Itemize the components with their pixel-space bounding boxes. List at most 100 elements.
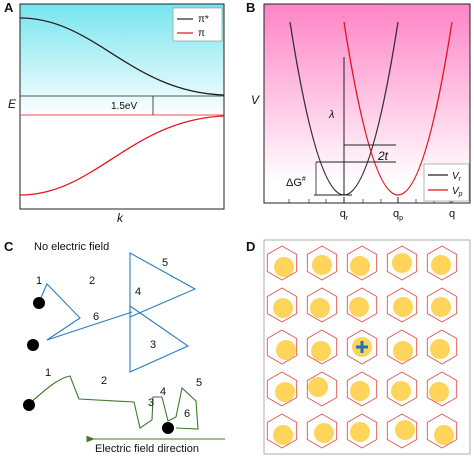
top-end-dot <box>27 339 39 351</box>
panel-d-lattice: D <box>246 239 471 455</box>
panel-c-title: No electric field <box>34 241 109 253</box>
bottom-end-dot <box>162 422 174 434</box>
charge-site-circle <box>274 257 294 277</box>
panel-a-label: A <box>4 0 14 15</box>
2t-label: 2t <box>377 149 389 163</box>
legend-pi-label: π <box>198 28 205 39</box>
panel-b-potential-diagram: B λ 2t ΔG# V qr qp q Vr Vp <box>246 0 471 222</box>
panel-c-label: C <box>4 239 14 254</box>
bottom-triangle-path <box>129 304 190 373</box>
charge-site-circle <box>391 381 411 401</box>
pi-band-curve <box>19 115 225 196</box>
lattice-hexagon <box>266 287 298 323</box>
panel-b-label: B <box>246 0 255 15</box>
bottom-step-1: 1 <box>45 367 51 379</box>
charge-site-circle <box>392 253 412 273</box>
lattice-hexagon <box>426 371 458 407</box>
legend-vp-label: Vp <box>452 186 463 198</box>
lattice-hexagon <box>346 245 378 281</box>
bottom-path <box>27 375 199 430</box>
lattice-hexagon <box>306 413 338 449</box>
charge-site-circle <box>430 339 450 359</box>
top-start-dot <box>33 297 45 309</box>
charge-site-circle <box>314 423 334 443</box>
lattice-hexagon <box>386 371 418 407</box>
lattice-hexagon <box>306 329 338 365</box>
panel-c-hopping-paths: C No electric field 1 2 3 4 5 6 1 2 3 4 … <box>4 239 225 455</box>
panel-a-energy-diagram: A 1.5eV π* π E k <box>4 0 225 225</box>
lattice-hexagon <box>306 287 338 323</box>
panel-d-label: D <box>246 239 255 254</box>
panel-a-y-axis-label: E <box>8 97 17 111</box>
charge-site-circle <box>350 256 370 276</box>
lattice-hexagon <box>266 371 298 407</box>
lattice-hexagon <box>426 245 458 281</box>
charge-site-circle <box>393 341 413 361</box>
charge-site-circle <box>276 340 296 360</box>
top-step-6: 6 <box>93 311 99 323</box>
lattice-hexagon <box>266 245 298 281</box>
bottom-step-4: 4 <box>160 386 166 398</box>
charge-site-circle <box>308 377 328 397</box>
charge-site-circle <box>429 382 449 402</box>
dg-label: ΔG# <box>286 176 306 189</box>
panel-a-x-axis-label: k <box>117 211 124 225</box>
lattice-hexagon <box>386 287 418 323</box>
legend-vr-label: Vr <box>452 171 462 183</box>
charge-site-circle <box>311 341 331 361</box>
charge-site-circle <box>431 255 451 275</box>
pi-star-band-curve <box>19 17 225 96</box>
charge-site-circle <box>349 297 369 317</box>
charge-site-circle <box>393 297 413 317</box>
lattice-hexagon <box>266 413 298 449</box>
charge-site-circle <box>273 425 293 445</box>
lattice-hexagon <box>426 413 458 449</box>
tick-label-q: q <box>449 208 455 220</box>
panel-a-legend <box>172 7 223 42</box>
panel-b-y-axis-label: V <box>251 93 260 107</box>
top-triangle-path <box>129 252 197 318</box>
bottom-step-3: 3 <box>148 397 154 409</box>
lattice-hexagon <box>346 371 378 407</box>
charge-site-circle <box>431 297 451 317</box>
top-step-5: 5 <box>162 257 168 269</box>
charge-site-circle <box>312 255 332 275</box>
lattice-hexagon <box>386 413 418 449</box>
lattice-hexagon <box>306 371 338 407</box>
lattice-hexagon <box>306 245 338 281</box>
charge-site-circle <box>434 425 454 445</box>
charge-site-circle <box>350 422 370 442</box>
lattice-hexagon <box>346 329 378 365</box>
top-step-4: 4 <box>135 286 141 298</box>
charge-site-circle <box>310 298 330 318</box>
lattice-hexagon <box>426 287 458 323</box>
lattice-hexagon <box>386 329 418 365</box>
top-path-segments-1-2-6 <box>38 283 81 341</box>
tick-label-qr: qr <box>340 208 349 222</box>
legend-pi-star-label: π* <box>198 14 209 25</box>
product-parabola <box>343 21 453 196</box>
lattice-hexagon <box>426 329 458 365</box>
bottom-start-dot <box>23 399 35 411</box>
lattice-hexagon <box>386 245 418 281</box>
bottom-step-5: 5 <box>196 377 202 389</box>
top-path-segment-6 <box>46 311 133 341</box>
bottom-step-6: 6 <box>184 408 190 420</box>
gap-label: 1.5eV <box>111 101 137 112</box>
charge-site-circle <box>273 298 293 318</box>
top-step-1: 1 <box>36 275 42 287</box>
tick-label-qp: qp <box>393 208 403 222</box>
field-direction-label: Electric field direction <box>95 443 199 455</box>
lattice-hexagon <box>266 329 298 365</box>
charge-site-circle <box>350 381 370 401</box>
lattice-hexagon <box>346 287 378 323</box>
charge-site-circle <box>395 420 415 440</box>
top-step-2: 2 <box>89 275 95 287</box>
charge-site-circle <box>275 382 295 402</box>
top-step-3: 3 <box>150 339 156 351</box>
lambda-label: λ <box>328 109 334 121</box>
bottom-step-2: 2 <box>101 375 107 387</box>
panel-b-legend <box>423 163 470 202</box>
lattice-hexagon <box>346 413 378 449</box>
